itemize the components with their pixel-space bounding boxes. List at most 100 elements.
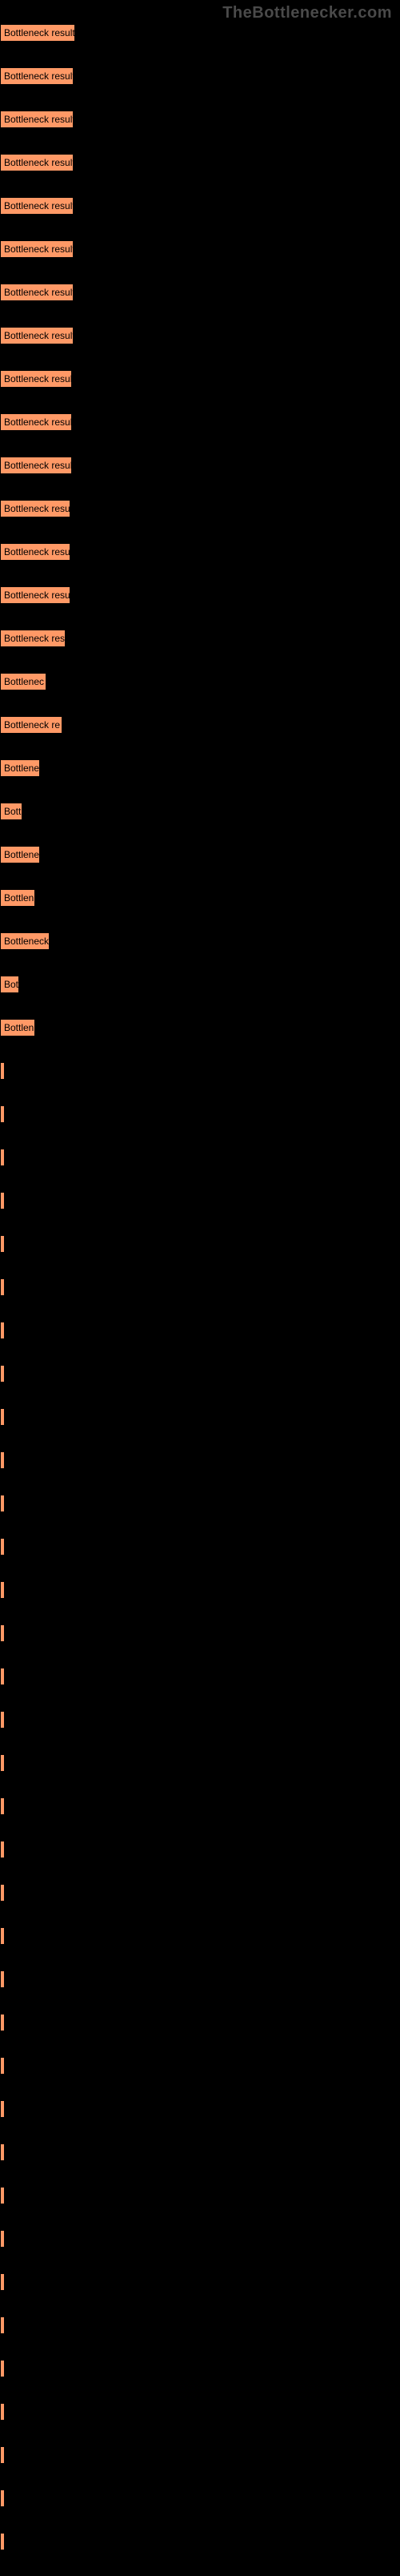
bar-row [0, 1970, 400, 1988]
bar: Bottlene [0, 846, 40, 863]
bar: Bottleneck result [0, 284, 74, 301]
bar-row [0, 1278, 400, 1296]
bar-row: Bot [0, 976, 400, 993]
bar: Bottlene [0, 759, 40, 777]
bar-row [0, 2100, 400, 2118]
bar-row [0, 1797, 400, 1815]
bar: Bottleneck res [0, 630, 66, 647]
bar: Bottleneck result [0, 111, 74, 128]
bar-chart: Bottleneck result Bottleneck result Bottle… [0, 0, 400, 2550]
bar [0, 1451, 5, 1469]
bar-row [0, 2143, 400, 2161]
bar [0, 1408, 5, 1426]
bar [0, 2100, 5, 2118]
bar-row: Bottleneck result [0, 197, 400, 215]
bar [0, 1711, 5, 1729]
bar [0, 1105, 5, 1123]
bar-row: Bottleneck re [0, 716, 400, 734]
bar-row [0, 2316, 400, 2334]
bar-row: Bottlene [0, 846, 400, 863]
bar [0, 2143, 5, 2161]
bar-row: Bottleneck result [0, 154, 400, 171]
bar-row: Bottleneck result [0, 500, 400, 517]
bar-row [0, 1235, 400, 1253]
bar: Bottleneck [0, 932, 50, 950]
bar [0, 2230, 5, 2248]
bar: Bot [0, 976, 19, 993]
bar-row [0, 2489, 400, 2507]
bar [0, 2273, 5, 2291]
bar [0, 1322, 5, 1339]
bar-row: Bottleneck result [0, 24, 400, 42]
bar: Bottleneck result [0, 543, 70, 561]
bar-row: Bottleneck result [0, 370, 400, 388]
bar-row [0, 1495, 400, 1512]
bar [0, 1668, 5, 1685]
bar [0, 1538, 5, 1556]
bar: Bottleneck result [0, 327, 74, 344]
bar: Bottleneck result [0, 154, 74, 171]
bar [0, 2403, 5, 2421]
bar-row: Bottleneck result [0, 327, 400, 344]
bar [0, 2360, 5, 2377]
bar-row: Bottlen [0, 889, 400, 907]
bar [0, 1624, 5, 1642]
bar [0, 1062, 5, 1080]
bar: Bott [0, 803, 22, 820]
bar: Bottleneck result [0, 197, 74, 215]
bar: Bottleneck result [0, 500, 70, 517]
bar-row [0, 2403, 400, 2421]
bar-row [0, 1192, 400, 1210]
bar-row: Bottleneck result [0, 240, 400, 258]
bar [0, 1970, 5, 1988]
bar: Bottleneck result [0, 370, 72, 388]
bar-row [0, 2533, 400, 2550]
bar [0, 1581, 5, 1599]
bar-row [0, 1754, 400, 1772]
bar-row [0, 2187, 400, 2204]
bar: Bottleneck result [0, 457, 72, 474]
bar-row [0, 1624, 400, 1642]
bar-row [0, 2230, 400, 2248]
bar: Bottleneck result [0, 67, 74, 85]
bar-row [0, 1062, 400, 1080]
bar-row: Bottlenec [0, 673, 400, 690]
bar-row [0, 1927, 400, 1945]
bar-row: Bottleneck result [0, 67, 400, 85]
bar-row: Bottleneck result [0, 543, 400, 561]
bar-row [0, 1841, 400, 1858]
bar-row: Bottleneck result [0, 284, 400, 301]
bar-row: Bottleneck result [0, 586, 400, 604]
bar [0, 1235, 5, 1253]
bar: Bottleneck result [0, 413, 72, 431]
bar-row [0, 1105, 400, 1123]
bar [0, 1149, 5, 1166]
bar-row [0, 1538, 400, 1556]
bar [0, 2446, 5, 2464]
bar: Bottlen [0, 1019, 35, 1036]
bar-row [0, 1451, 400, 1469]
bar-row [0, 1322, 400, 1339]
bar [0, 1884, 5, 1902]
bar [0, 2489, 5, 2507]
bar [0, 1495, 5, 1512]
bar [0, 2533, 5, 2550]
bar-row [0, 1149, 400, 1166]
bar [0, 1797, 5, 1815]
bar: Bottleneck re [0, 716, 62, 734]
bar-row [0, 1711, 400, 1729]
bar-row [0, 2014, 400, 2031]
bar-row: Bott [0, 803, 400, 820]
bar-row: Bottleneck result [0, 413, 400, 431]
bar [0, 1365, 5, 1383]
bar [0, 1841, 5, 1858]
bar-row [0, 1365, 400, 1383]
bar [0, 2057, 5, 2075]
bar [0, 2187, 5, 2204]
bar [0, 1927, 5, 1945]
bar [0, 1754, 5, 1772]
bar-row: Bottleneck result [0, 457, 400, 474]
bar [0, 1278, 5, 1296]
bar-row [0, 2446, 400, 2464]
bar-row: Bottleneck result [0, 111, 400, 128]
